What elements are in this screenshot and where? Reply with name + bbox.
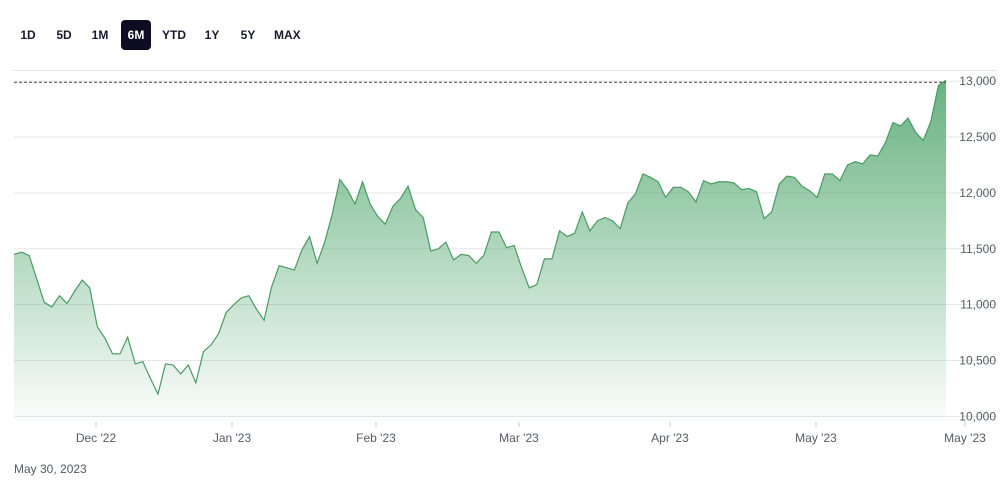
footer-date: May 30, 2023: [14, 462, 87, 476]
x-tick-label: Dec '22: [76, 431, 117, 445]
range-button-5y[interactable]: 5Y: [240, 28, 256, 42]
y-tick-label: 12,500: [959, 130, 996, 144]
x-tick-label: Apr '23: [651, 431, 689, 445]
range-button-6m[interactable]: 6M: [121, 20, 151, 50]
range-button-max[interactable]: MAX: [274, 28, 301, 42]
y-tick-label: 13,000: [959, 74, 996, 88]
y-axis-ticks: 10,000 10,500 11,000 11,500 12,000 12,500 13,0…: [959, 74, 996, 423]
top-divider: [13, 70, 997, 71]
y-tick-label: 12,000: [959, 186, 996, 200]
x-tick-label: May '23: [795, 431, 837, 445]
x-tick-label: Feb '23: [356, 431, 396, 445]
x-tick-label: Mar '23: [499, 431, 539, 445]
range-button-1m[interactable]: 1M: [91, 28, 109, 42]
x-axis-ticks: Dec '22 Jan '23 Feb '23 Mar '23 Apr '23 May '…: [76, 422, 986, 445]
range-button-5d[interactable]: 5D: [56, 28, 72, 42]
y-tick-label: 11,500: [960, 242, 996, 256]
range-button-1y[interactable]: 1Y: [204, 28, 220, 42]
price-line: [13, 79, 947, 396]
range-selector: 1D 5D 1M 6M YTD 1Y 5Y MAX: [13, 20, 306, 50]
y-tick-label: 10,500: [959, 354, 996, 368]
range-button-1d[interactable]: 1D: [20, 28, 36, 42]
range-button-ytd[interactable]: YTD: [162, 28, 186, 42]
y-tick-label: 11,000: [960, 298, 996, 312]
y-tick-label: 10,000: [959, 409, 996, 423]
x-tick-label: May '23: [944, 431, 986, 445]
area-fill: [14, 80, 946, 422]
x-tick-label: Jan '23: [213, 431, 252, 445]
